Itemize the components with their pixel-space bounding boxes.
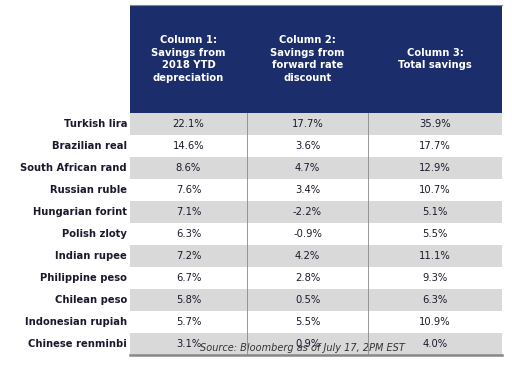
Text: 4.2%: 4.2% — [295, 251, 320, 261]
Text: 7.2%: 7.2% — [176, 251, 201, 261]
Text: Russian ruble: Russian ruble — [50, 185, 127, 195]
Text: 2.8%: 2.8% — [295, 273, 320, 283]
Text: 17.7%: 17.7% — [292, 119, 324, 129]
Text: Chinese renminbi: Chinese renminbi — [28, 339, 127, 349]
Text: -0.9%: -0.9% — [293, 229, 322, 239]
Text: 3.1%: 3.1% — [176, 339, 201, 349]
Text: Column 1:
Savings from
2018 YTD
depreciation: Column 1: Savings from 2018 YTD deprecia… — [151, 35, 226, 83]
Text: 0.5%: 0.5% — [295, 295, 320, 305]
Text: Hungarian forint: Hungarian forint — [33, 207, 127, 217]
Bar — [130, 201, 502, 223]
Text: 8.6%: 8.6% — [176, 163, 201, 173]
Text: 5.1%: 5.1% — [422, 207, 447, 217]
Text: Polish zloty: Polish zloty — [62, 229, 127, 239]
Text: 0.9%: 0.9% — [295, 339, 320, 349]
Text: Indian rupee: Indian rupee — [55, 251, 127, 261]
Bar — [130, 267, 502, 289]
Text: -2.2%: -2.2% — [293, 207, 322, 217]
Text: 35.9%: 35.9% — [419, 119, 451, 129]
Text: Column 3:
Total savings: Column 3: Total savings — [398, 48, 472, 70]
Text: 22.1%: 22.1% — [173, 119, 204, 129]
Text: 3.4%: 3.4% — [295, 185, 320, 195]
Text: 4.7%: 4.7% — [295, 163, 320, 173]
Text: 11.1%: 11.1% — [419, 251, 451, 261]
Bar — [130, 179, 502, 201]
Bar — [130, 223, 502, 245]
Bar — [130, 333, 502, 355]
Text: Source: Bloomberg as of July 17, 2PM EST: Source: Bloomberg as of July 17, 2PM EST — [200, 343, 405, 353]
Text: 10.9%: 10.9% — [419, 317, 451, 327]
Text: 4.0%: 4.0% — [422, 339, 447, 349]
Text: Indonesian rupiah: Indonesian rupiah — [25, 317, 127, 327]
Text: 10.7%: 10.7% — [419, 185, 451, 195]
Bar — [130, 311, 502, 333]
Bar — [130, 245, 502, 267]
Bar — [130, 289, 502, 311]
Text: 7.6%: 7.6% — [176, 185, 201, 195]
Text: Turkish lira: Turkish lira — [63, 119, 127, 129]
Text: 5.5%: 5.5% — [422, 229, 447, 239]
Text: 14.6%: 14.6% — [173, 141, 204, 151]
Text: Philippine peso: Philippine peso — [40, 273, 127, 283]
Text: 6.3%: 6.3% — [422, 295, 447, 305]
Text: 17.7%: 17.7% — [419, 141, 451, 151]
Text: 3.6%: 3.6% — [295, 141, 320, 151]
Bar — [130, 157, 502, 179]
Text: 9.3%: 9.3% — [422, 273, 447, 283]
Text: 6.7%: 6.7% — [176, 273, 201, 283]
Text: Column 2:
Savings from
forward rate
discount: Column 2: Savings from forward rate disc… — [270, 35, 345, 83]
Text: 5.8%: 5.8% — [176, 295, 201, 305]
Bar — [130, 113, 502, 135]
Text: 12.9%: 12.9% — [419, 163, 451, 173]
Text: 5.5%: 5.5% — [295, 317, 320, 327]
Bar — [130, 5, 502, 113]
Text: 5.7%: 5.7% — [176, 317, 201, 327]
Text: 7.1%: 7.1% — [176, 207, 201, 217]
Text: Chilean peso: Chilean peso — [55, 295, 127, 305]
Text: Brazilian real: Brazilian real — [52, 141, 127, 151]
Bar — [130, 135, 502, 157]
Text: 6.3%: 6.3% — [176, 229, 201, 239]
Text: South African rand: South African rand — [20, 163, 127, 173]
